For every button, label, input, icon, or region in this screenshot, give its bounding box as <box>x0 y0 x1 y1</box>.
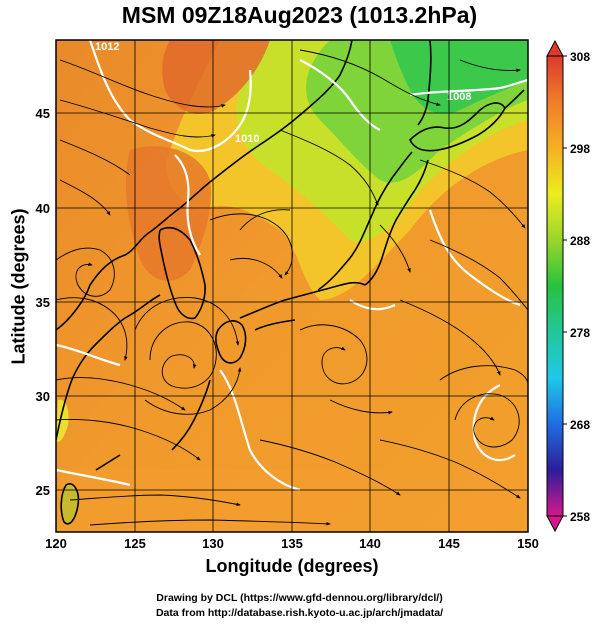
y-tick-label: 30 <box>36 389 50 404</box>
colorbar: 308 298 288 278 268 258 <box>546 39 590 533</box>
x-tick-label: 140 <box>359 536 381 551</box>
x-tick-label: 125 <box>124 536 146 551</box>
y-tick-label: 40 <box>36 201 50 216</box>
isobars <box>56 40 528 492</box>
y-axis-label: Latitude (degrees) <box>8 208 29 365</box>
gridlines <box>56 40 528 532</box>
chart-title: MSM 09Z18Aug2023 (1013.2hPa) <box>121 2 478 28</box>
plot-frame <box>55 39 529 533</box>
contour-label: 1010 <box>235 133 259 145</box>
colorbar-gradient <box>546 55 564 517</box>
x-axis-label: Longitude (degrees) <box>205 556 379 576</box>
colorbar-tick-label: 258 <box>570 510 590 524</box>
credit-drawing: Drawing by DCL (https://www.gfd-dennou.o… <box>156 592 443 604</box>
y-tick-labels: 25 30 35 40 45 <box>36 106 50 498</box>
colorbar-tick-label: 288 <box>570 234 590 248</box>
colorbar-tick-label: 268 <box>570 418 590 432</box>
x-tick-label: 130 <box>202 536 224 551</box>
y-tick-label: 45 <box>36 106 50 121</box>
streamlines <box>56 49 528 526</box>
y-tick-label: 35 <box>36 295 50 310</box>
x-tick-label: 135 <box>281 536 303 551</box>
colorbar-tick-label: 308 <box>570 50 590 64</box>
x-tick-labels: 120 125 130 135 140 145 150 <box>45 536 539 551</box>
coastlines <box>56 40 525 525</box>
colorbar-bottom-arrow <box>546 515 564 533</box>
contour-label: 1012 <box>95 41 119 53</box>
credit-data-source: Data from http://database.rish.kyoto-u.a… <box>155 607 444 619</box>
x-tick-label: 120 <box>45 536 67 551</box>
x-tick-label: 150 <box>517 536 539 551</box>
y-tick-label: 25 <box>36 483 50 498</box>
colorbar-top-arrow <box>546 39 564 57</box>
x-tick-label: 145 <box>438 536 460 551</box>
colorbar-tick-label: 298 <box>570 142 590 156</box>
contour-label: 1008 <box>447 91 471 103</box>
colorbar-tick-label: 278 <box>570 326 590 340</box>
